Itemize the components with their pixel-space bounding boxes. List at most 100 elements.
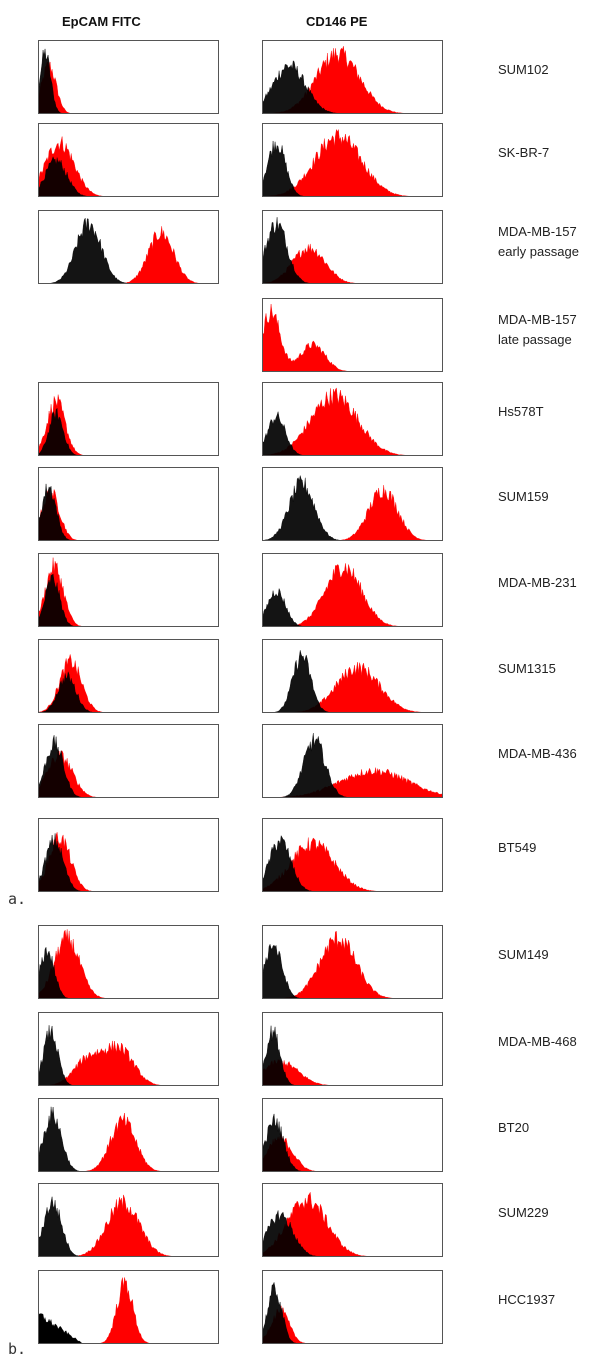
epcam-histogram-layer xyxy=(38,1106,219,1172)
header-epcam-fitc: EpCAM FITC xyxy=(62,14,141,29)
epcam-histogram-layer xyxy=(38,654,219,713)
cell-line-label: HCC1937 xyxy=(498,1292,556,1307)
epcam-plot-frame xyxy=(38,467,219,541)
cell-line-label: SUM149 xyxy=(498,947,549,962)
histogram-row xyxy=(38,40,443,114)
histogram-row xyxy=(38,467,443,541)
epcam-plot-frame xyxy=(38,123,219,197)
cd146-histogram-layer xyxy=(262,128,443,197)
histogram-row xyxy=(38,210,443,284)
epcam-histogram-layer xyxy=(38,735,219,798)
epcam-plot-frame xyxy=(38,1183,219,1257)
cd146-control-histogram xyxy=(262,475,443,541)
cell-line-label: BT20 xyxy=(498,1120,530,1135)
cd146-control-histogram xyxy=(262,411,443,456)
cd146-histogram-layer xyxy=(262,387,443,456)
histogram-row xyxy=(38,553,443,627)
epcam-control-histogram xyxy=(38,156,219,197)
cd146-control-histogram xyxy=(262,1113,443,1172)
epcam-control-histogram xyxy=(38,1196,219,1257)
cd146-control-histogram xyxy=(262,650,443,713)
cd146-control-histogram xyxy=(262,1025,443,1086)
cd146-plot-frame xyxy=(262,639,443,713)
epcam-stained-histogram xyxy=(38,226,219,284)
cd146-histogram-layer xyxy=(262,1191,443,1257)
cd146-plot-frame xyxy=(262,818,443,892)
cd146-control-histogram xyxy=(262,943,443,999)
histogram-row xyxy=(38,123,443,197)
cd146-control-histogram xyxy=(262,1210,443,1257)
cd146-plot-frame xyxy=(262,467,443,541)
cd146-control-histogram xyxy=(262,1281,443,1344)
cd146-histogram-layer xyxy=(262,732,443,798)
epcam-histogram-layer xyxy=(38,1025,219,1086)
histogram-row xyxy=(38,1183,443,1257)
epcam-stained-histogram xyxy=(38,488,219,541)
epcam-control-histogram xyxy=(38,833,219,892)
histogram-row xyxy=(38,1012,443,1086)
cd146-control-histogram xyxy=(262,140,443,197)
epcam-plot-frame xyxy=(38,925,219,999)
cd146-stained-histogram xyxy=(262,1191,443,1257)
cd146-control-histogram xyxy=(262,217,443,284)
histogram-row xyxy=(38,639,443,713)
histogram-row xyxy=(38,818,443,892)
epcam-histogram-layer xyxy=(38,48,219,114)
epcam-control-histogram xyxy=(38,735,219,798)
epcam-histogram-layer xyxy=(38,1194,219,1257)
epcam-control-histogram xyxy=(38,573,219,627)
cell-line-label: SUM159 xyxy=(498,489,549,504)
cell-line-label: SUM1315 xyxy=(498,661,556,676)
epcam-control-histogram xyxy=(38,217,219,284)
epcam-plot-frame xyxy=(38,1270,219,1344)
epcam-histogram-layer xyxy=(38,217,219,284)
histogram-row xyxy=(38,925,443,999)
epcam-control-histogram xyxy=(38,407,219,456)
epcam-histogram-layer xyxy=(38,557,219,627)
cell-line-label: MDA-MB-231 xyxy=(498,575,577,590)
epcam-histogram-layer xyxy=(38,136,219,197)
cd146-control-histogram xyxy=(262,835,443,892)
panel-label-a: a. xyxy=(8,890,27,908)
epcam-histogram-layer xyxy=(38,394,219,456)
epcam-stained-histogram xyxy=(38,61,219,114)
histogram-row xyxy=(38,1270,443,1344)
cd146-control-histogram xyxy=(262,587,443,627)
epcam-plot-frame xyxy=(38,724,219,798)
epcam-stained-histogram xyxy=(38,654,219,713)
epcam-plot-frame xyxy=(38,382,219,456)
cd146-plot-frame xyxy=(262,210,443,284)
cd146-plot-frame xyxy=(262,1012,443,1086)
cd146-histogram-layer xyxy=(262,1025,443,1086)
panel-label-b: b. xyxy=(8,1340,27,1358)
cell-line-label: MDA-MB-468 xyxy=(498,1034,577,1049)
histogram-row xyxy=(38,724,443,798)
epcam-stained-histogram xyxy=(38,1277,219,1344)
cd146-plot-frame xyxy=(262,724,443,798)
epcam-control-histogram xyxy=(38,671,219,713)
cd146-stained-histogram xyxy=(262,767,443,798)
cell-line-label: MDA-MB-436 xyxy=(498,746,577,761)
cd146-plot-frame xyxy=(262,553,443,627)
cd146-histogram-layer xyxy=(262,650,443,713)
epcam-plot-frame xyxy=(38,639,219,713)
epcam-control-histogram xyxy=(38,483,219,541)
cell-line-label: SUM229 xyxy=(498,1205,549,1220)
epcam-plot-frame xyxy=(38,40,219,114)
cell-line-label: BT549 xyxy=(498,840,537,855)
cd146-plot-frame xyxy=(262,925,443,999)
header-cd146-pe: CD146 PE xyxy=(306,14,368,29)
cd146-plot-frame xyxy=(262,123,443,197)
cd146-histogram-layer xyxy=(262,835,443,892)
epcam-histogram-layer xyxy=(38,929,219,999)
cd146-plot-frame xyxy=(262,1270,443,1344)
epcam-histogram-layer xyxy=(38,1277,219,1344)
cd146-stained-histogram xyxy=(262,304,443,372)
cell-line-label: SUM102 xyxy=(498,62,549,77)
cd146-histogram-layer xyxy=(262,304,443,372)
epcam-control-histogram xyxy=(38,1025,219,1086)
epcam-control-histogram xyxy=(38,1312,219,1344)
cd146-stained-histogram xyxy=(262,485,443,541)
epcam-control-histogram xyxy=(38,946,219,999)
